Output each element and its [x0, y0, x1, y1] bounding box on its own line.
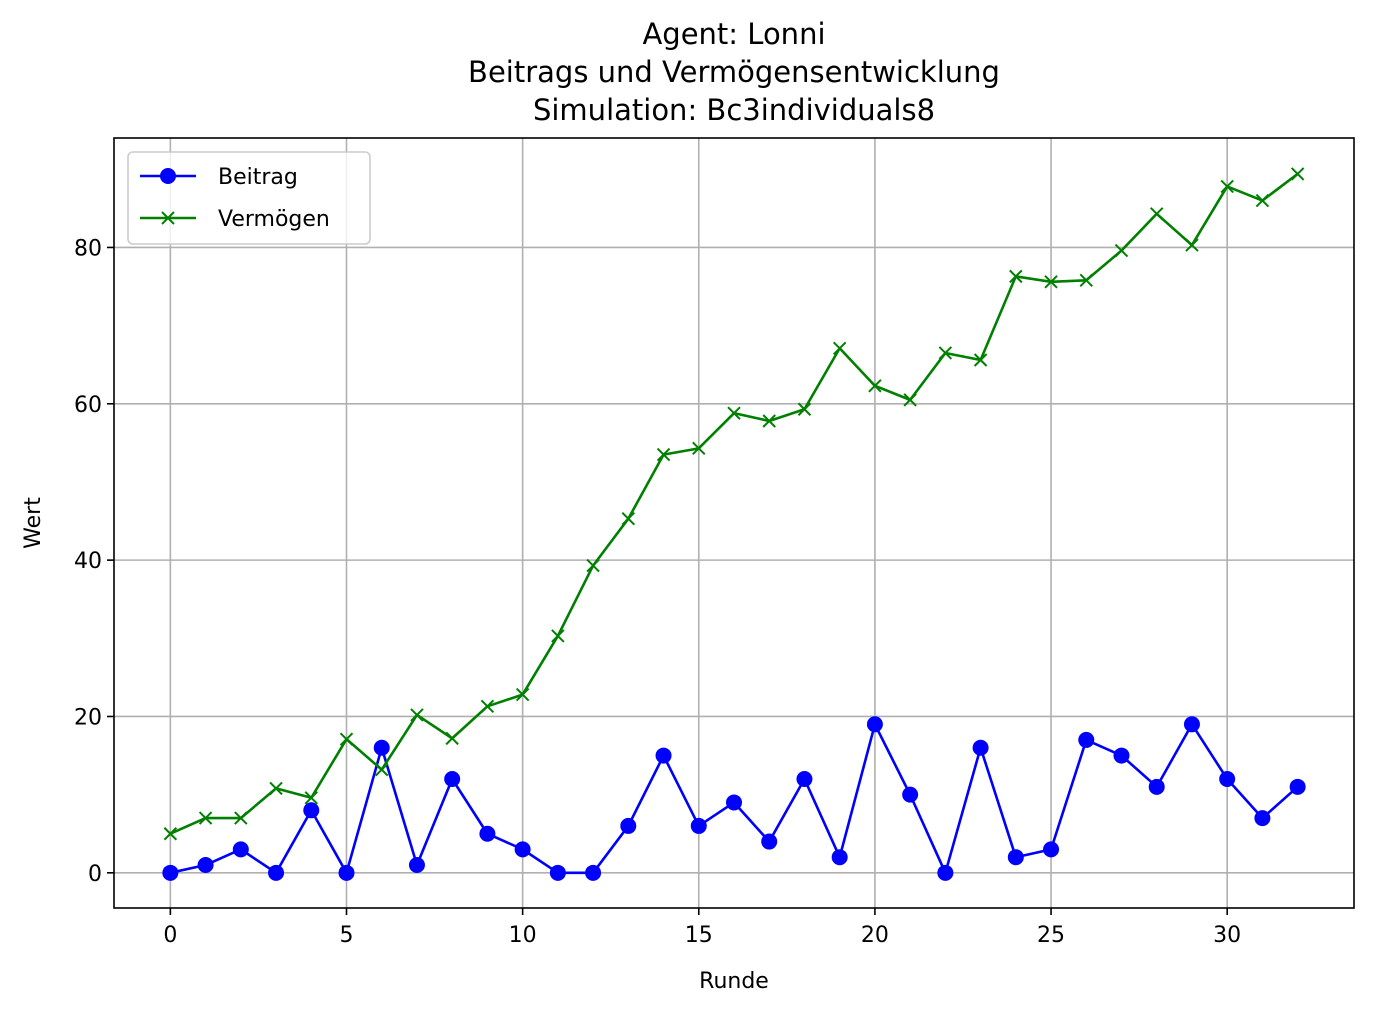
legend-marker-vermoegen	[161, 211, 175, 225]
point-beitrag-31	[1254, 810, 1271, 827]
point-vermoegen-18	[797, 402, 812, 416]
point-vermoegen-21	[903, 393, 917, 407]
point-beitrag-29	[1183, 716, 1200, 733]
data-series	[162, 167, 1306, 881]
point-beitrag-0	[162, 864, 179, 881]
x-tick-label-5: 5	[340, 923, 354, 948]
point-beitrag-27	[1113, 747, 1130, 764]
title-line-3: Simulation: Bc3individuals8	[533, 93, 935, 127]
title-line-1: Agent: Lonni	[642, 17, 825, 51]
point-vermoegen-22	[938, 346, 953, 360]
axis-ticks: 0 5 10 15 20 25 30 0 20 40 60 80	[74, 236, 1241, 948]
point-vermoegen-32	[1290, 167, 1305, 181]
point-vermoegen-13	[621, 511, 636, 526]
series-beitrag	[162, 716, 1306, 881]
point-beitrag-11	[549, 864, 566, 881]
point-beitrag-8	[444, 771, 461, 788]
point-vermoegen-10	[515, 687, 530, 702]
point-beitrag-6	[373, 739, 390, 756]
point-beitrag-5	[338, 864, 355, 881]
point-beitrag-7	[408, 857, 425, 874]
point-beitrag-16	[726, 794, 742, 811]
grid-lines	[114, 138, 1354, 908]
legend-marker-beitrag	[160, 168, 176, 184]
point-beitrag-10	[514, 841, 531, 858]
y-tick-label-40: 40	[74, 549, 102, 574]
point-vermoegen-3	[269, 781, 283, 796]
point-vermoegen-20	[868, 379, 882, 393]
point-beitrag-1	[197, 857, 214, 874]
y-tick-label-60: 60	[74, 393, 102, 418]
point-vermoegen-6	[375, 762, 389, 777]
x-tick-label-25: 25	[1037, 923, 1065, 948]
title-line-2: Beitrags und Vermögensentwicklung	[468, 55, 1000, 89]
point-vermoegen-0	[163, 827, 178, 841]
point-beitrag-9	[479, 825, 496, 842]
x-tick-label-15: 15	[685, 923, 713, 948]
y-tick-label-80: 80	[74, 236, 102, 261]
point-beitrag-21	[902, 786, 919, 803]
point-vermoegen-28	[1150, 207, 1164, 221]
point-vermoegen-14	[656, 447, 671, 462]
point-beitrag-15	[690, 817, 707, 834]
x-tick-label-10: 10	[509, 923, 537, 948]
x-axis-label: Runde	[699, 969, 769, 994]
point-vermoegen-11	[551, 629, 565, 643]
point-beitrag-14	[655, 747, 672, 764]
point-vermoegen-17	[762, 414, 776, 428]
x-tick-label-0: 0	[163, 923, 177, 948]
x-tick-label-20: 20	[861, 923, 889, 948]
point-beitrag-3	[268, 864, 285, 881]
plot-area-frame	[113, 137, 1355, 909]
point-vermoegen-7	[410, 708, 424, 722]
y-tick-label-20: 20	[74, 705, 102, 730]
point-vermoegen-25	[1044, 275, 1058, 289]
point-beitrag-18	[796, 771, 813, 788]
point-vermoegen-2	[234, 811, 248, 825]
series-vermoegen	[163, 167, 1305, 841]
legend: Beitrag Vermögen	[127, 151, 371, 245]
point-beitrag-30	[1219, 771, 1236, 788]
point-beitrag-17	[761, 833, 778, 850]
y-axis-label: Wert	[21, 497, 46, 549]
point-beitrag-19	[831, 849, 848, 866]
point-vermoegen-23	[973, 353, 988, 367]
y-tick-label-0: 0	[88, 862, 102, 887]
point-beitrag-26	[1078, 731, 1095, 748]
point-beitrag-12	[585, 864, 602, 881]
point-vermoegen-4	[304, 791, 318, 805]
legend-label-vermoegen: Vermögen	[218, 207, 330, 232]
point-vermoegen-24	[1009, 269, 1023, 284]
point-vermoegen-16	[727, 406, 741, 420]
point-beitrag-20	[866, 716, 883, 733]
point-beitrag-4	[303, 802, 320, 819]
point-beitrag-23	[972, 739, 989, 756]
point-beitrag-32	[1289, 778, 1306, 795]
point-beitrag-2	[232, 841, 249, 858]
point-vermoegen-8	[445, 731, 459, 746]
point-vermoegen-15	[692, 441, 706, 456]
point-vermoegen-1	[198, 811, 213, 825]
point-vermoegen-9	[480, 699, 495, 714]
point-vermoegen-31	[1255, 193, 1270, 208]
point-beitrag-25	[1043, 841, 1060, 858]
point-vermoegen-5	[339, 732, 354, 746]
point-beitrag-13	[620, 817, 637, 834]
point-vermoegen-29	[1185, 238, 1199, 252]
point-vermoegen-27	[1114, 243, 1129, 258]
point-beitrag-22	[937, 864, 954, 881]
point-beitrag-24	[1007, 849, 1024, 866]
point-vermoegen-12	[586, 558, 600, 573]
chart-title: Agent: Lonni Beitrags und Vermögensentwi…	[468, 17, 1000, 127]
point-vermoegen-19	[832, 341, 847, 355]
legend-label-beitrag: Beitrag	[218, 165, 298, 190]
point-beitrag-28	[1148, 778, 1165, 795]
point-vermoegen-30	[1220, 179, 1234, 194]
point-vermoegen-26	[1079, 273, 1093, 287]
x-tick-label-30: 30	[1213, 923, 1241, 948]
